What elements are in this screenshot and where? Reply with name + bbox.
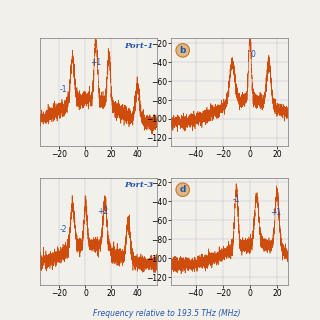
Text: -1: -1 bbox=[60, 85, 67, 94]
Text: Port-1: Port-1 bbox=[124, 42, 154, 50]
Text: b: b bbox=[180, 46, 186, 55]
Text: +1: +1 bbox=[90, 59, 101, 68]
Text: d: d bbox=[180, 185, 186, 194]
Text: -1: -1 bbox=[233, 195, 240, 204]
Text: Frequency relative to 193.5 THz (MHz): Frequency relative to 193.5 THz (MHz) bbox=[93, 309, 240, 318]
Text: 0: 0 bbox=[250, 50, 255, 59]
Text: +2: +2 bbox=[97, 207, 108, 216]
Text: -2: -2 bbox=[60, 225, 67, 234]
Text: +1: +1 bbox=[270, 208, 281, 217]
Text: Port-3: Port-3 bbox=[124, 181, 154, 189]
